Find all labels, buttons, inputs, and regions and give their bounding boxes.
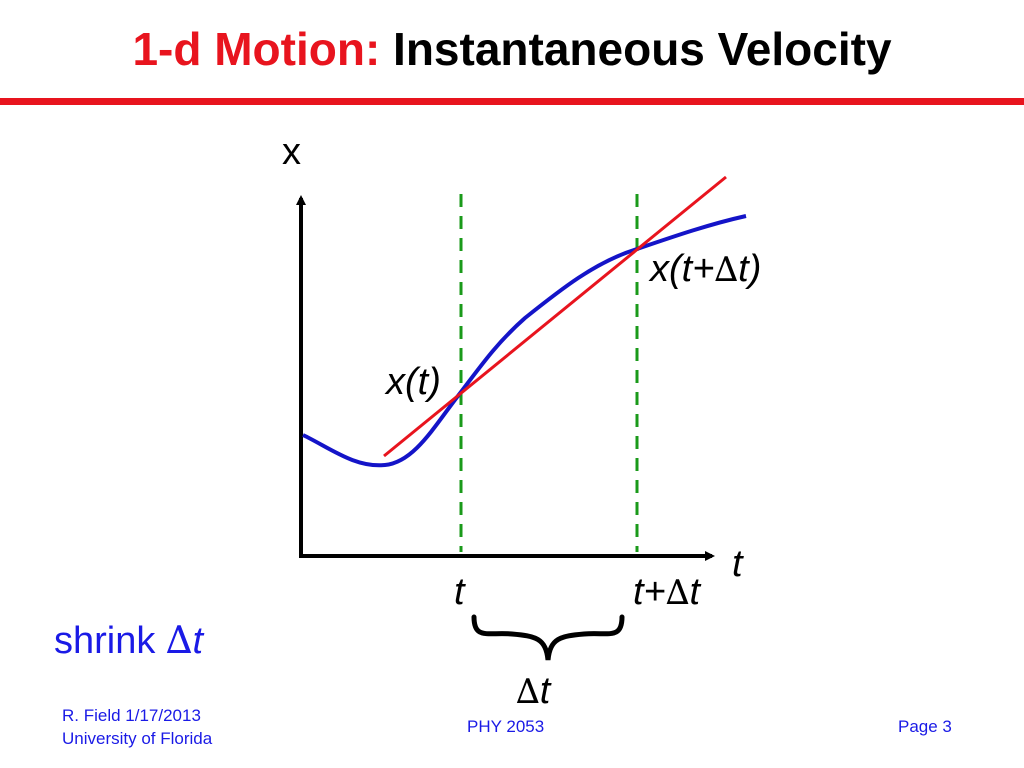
shrink-delta-symbol: ∆ [165,618,193,662]
footer-author-line1: R. Field 1/17/2013 [62,706,201,725]
y-axis-label: x [282,131,301,173]
tick-label-t-plus-dt: t+∆t [633,571,702,613]
tick-label-t: t [454,571,466,613]
secant-line [383,175,727,458]
point-label-x-t: x(t) [384,361,441,403]
footer-course: PHY 2053 [467,717,545,736]
x-axis-label: t [732,543,744,585]
shrink-variable: t [192,620,204,662]
title-subject: Instantaneous Velocity [393,23,892,75]
footer-page-number: Page 3 [898,717,952,736]
shrink-note: shrink ∆t [54,618,203,663]
footer-author: R. Field 1/17/2013 University of Florida [62,704,212,750]
interval-brace [471,614,625,661]
shrink-text: shrink [54,620,166,662]
slide-title: 1-d Motion: Instantaneous Velocity [0,22,1024,76]
point-label-x-t-plus-dt: x(t+∆t) [648,248,761,290]
title-topic: 1-d Motion: [132,23,381,75]
footer-author-line2: University of Florida [62,729,213,748]
brace-label: ∆t [516,670,552,712]
position-curve [302,214,747,468]
title-divider [0,98,1024,105]
